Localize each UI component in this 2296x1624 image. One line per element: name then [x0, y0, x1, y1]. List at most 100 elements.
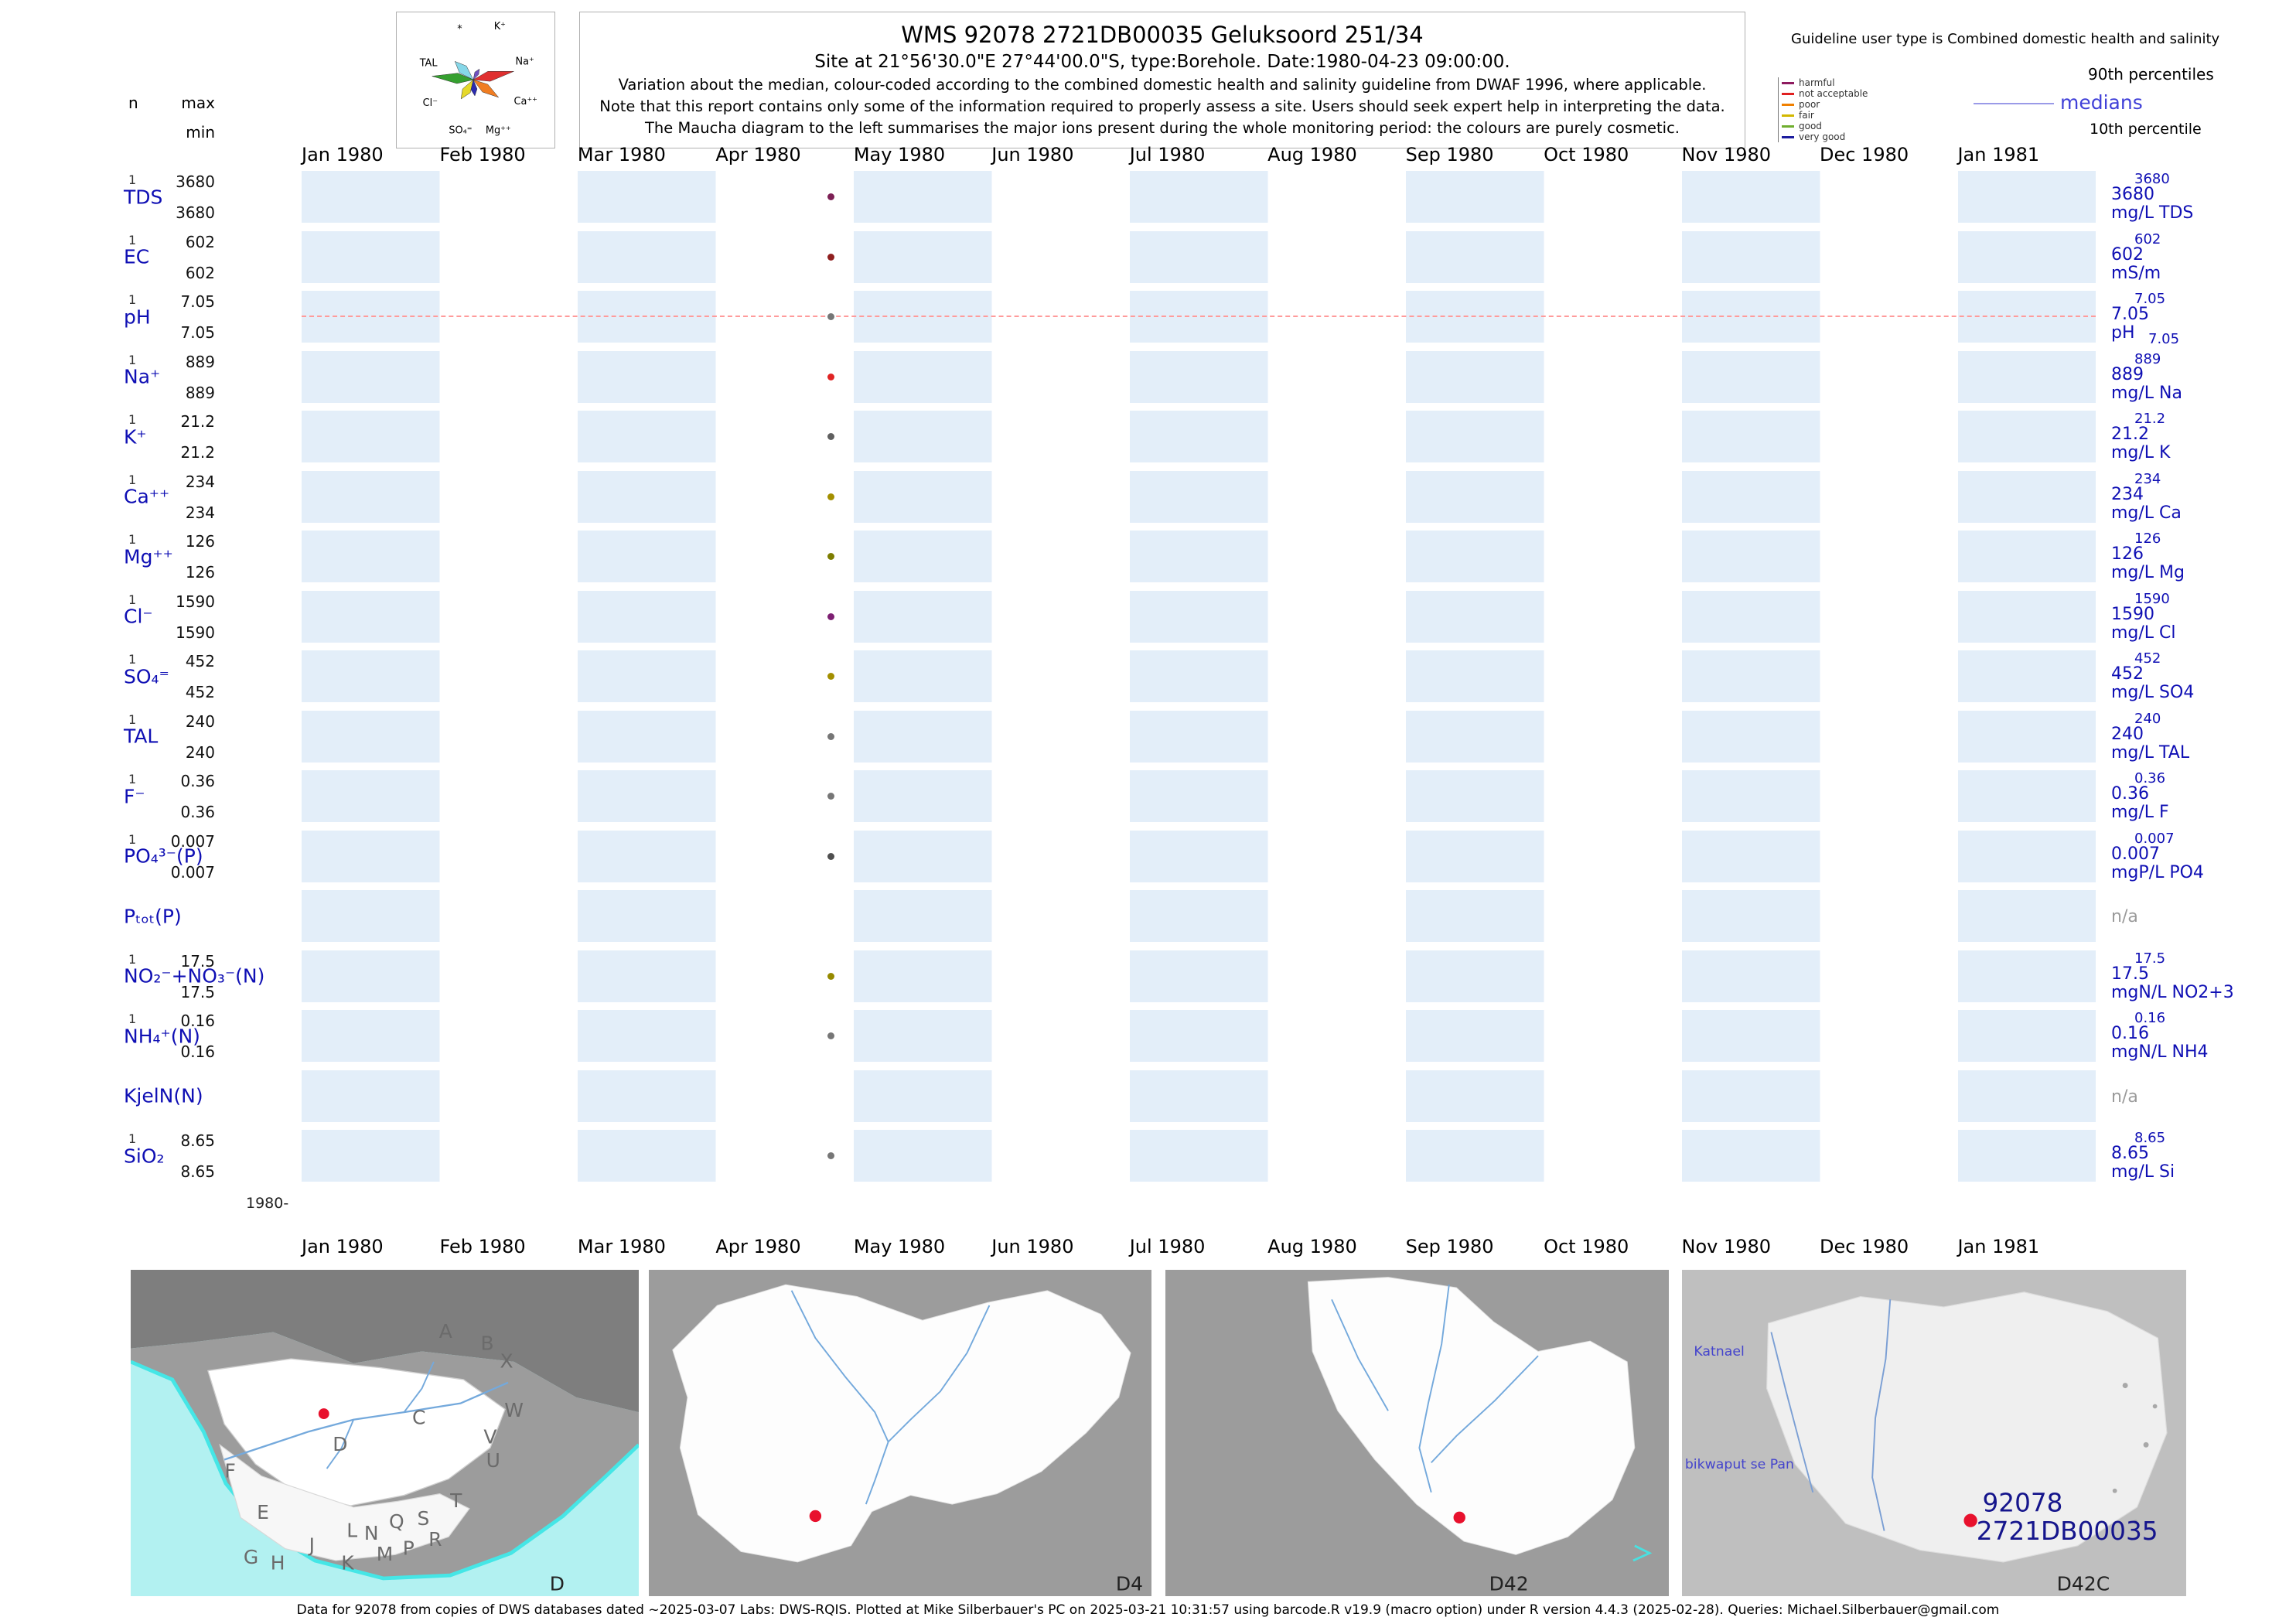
row-right-labels: 8.65 8.65 mg/L Si — [2108, 1130, 2278, 1182]
row-right-labels: 3680 3680 mg/L TDS — [2108, 171, 2278, 223]
p90-caption: 90th percentiles — [2088, 65, 2214, 84]
p90-value: 126 — [2134, 531, 2161, 547]
unit-label: mg/L TDS — [2111, 203, 2194, 223]
parameter-row: KjelN(N) n/a — [0, 1070, 2296, 1122]
parameter-row: 1 240 TAL 240 240 240 mg/L TAL — [0, 710, 2296, 763]
site-code-label: 92078 — [1983, 1489, 2063, 1518]
p90-value: 234 — [2134, 470, 2161, 487]
region-letter: T — [449, 1489, 462, 1512]
catchment-outline — [1307, 1277, 1636, 1555]
legend-item: fair — [1782, 110, 1868, 121]
month-label: Jan 1980 — [302, 144, 384, 165]
guideline-dashed-line — [302, 675, 2096, 677]
row-right-labels: 7.05 7.05 pH 7.05 — [2108, 291, 2278, 347]
speckle — [2152, 1404, 2158, 1409]
max-value: 234 — [185, 472, 215, 491]
legend-item: poor — [1782, 99, 1868, 110]
sample-dot — [827, 433, 834, 440]
panel-label: D — [550, 1572, 565, 1595]
maucha-diagram: * K⁺ TAL Na⁺ Cl⁻ Ca⁺⁺ SO₄⁼ Mg⁺⁺ — [396, 12, 555, 148]
legend-item: very good — [1782, 131, 1868, 142]
region-letter: F — [225, 1460, 236, 1482]
p10-caption: 10th percentile — [2090, 121, 2202, 138]
parameter-row: 1 7.05 pH 7.05 7.05 7.05 pH 7.05 — [0, 291, 2296, 347]
month-label: Nov 1980 — [1681, 144, 1772, 165]
legend-axis-line — [1778, 77, 1779, 142]
legend-title: Guideline user type is Combined domestic… — [1791, 31, 2220, 47]
p90-value: 8.65 — [2134, 1130, 2166, 1146]
legend-item-label: very good — [1799, 131, 1846, 142]
guideline-dashed-line — [302, 435, 2096, 437]
map-d4-svg: D4 — [649, 1270, 1151, 1596]
footer-provenance: Data for 92078 from copies of DWS databa… — [296, 1602, 2000, 1618]
median-value: 889 — [2111, 364, 2144, 384]
row-right-labels: 0.36 0.36 mg/L F — [2108, 770, 2278, 822]
guideline-dashed-line — [302, 496, 2096, 497]
region-letter: X — [500, 1350, 513, 1373]
parameter-name: Pₜₒₜ(P) — [124, 905, 182, 927]
parameter-name: F⁻ — [124, 785, 145, 807]
month-label: Jul 1980 — [1129, 1236, 1206, 1257]
neighbour-land — [131, 1270, 639, 1413]
max-value: 21.2 — [180, 412, 215, 431]
sample-count: 1 — [128, 772, 137, 786]
row-plot-area — [302, 770, 2096, 822]
parameter-name: Ca⁺⁺ — [124, 485, 170, 508]
region-letter: C — [412, 1407, 425, 1429]
parameter-row: 1 889 Na⁺ 889 889 889 mg/L Na — [0, 350, 2296, 403]
row-right-labels: 602 602 mS/m — [2108, 231, 2278, 283]
guideline-dashed-line — [302, 1155, 2096, 1156]
region-letter: U — [486, 1449, 500, 1472]
catchment-outline — [1766, 1291, 2168, 1563]
parameter-name: NH₄⁺(N) — [124, 1025, 200, 1047]
region-letter: B — [480, 1332, 493, 1355]
median-line-sample — [1974, 103, 2054, 104]
row-right-labels: 17.5 17.5 mgN/L NO2+3 — [2108, 950, 2278, 1002]
maucha-mg-wedge — [470, 79, 478, 97]
month-label: Dec 1980 — [1819, 1236, 1909, 1257]
month-label: Mar 1980 — [577, 1236, 666, 1257]
guideline-dashed-line — [302, 915, 2096, 916]
p10-value: 7.05 — [2148, 331, 2180, 347]
row-right-labels: 21.2 21.2 mg/L K — [2108, 411, 2278, 462]
parameter-name: K⁺ — [124, 425, 147, 448]
unit-label: mg/L Ca — [2111, 503, 2182, 523]
guideline-dashed-line — [302, 1035, 2096, 1036]
parameter-name: pH — [124, 305, 151, 328]
median-value: 0.36 — [2111, 784, 2149, 803]
max-value: 7.05 — [180, 292, 215, 311]
sample-dot — [827, 612, 834, 620]
sample-count: 1 — [128, 292, 137, 307]
unit-label: mg/L Mg — [2111, 563, 2185, 582]
month-label: Sep 1980 — [1405, 1236, 1494, 1257]
row-plot-area — [302, 890, 2096, 942]
parameter-row: 1 3680 TDS 3680 3680 3680 mg/L TDS — [0, 171, 2296, 223]
row-left-labels: 1 17.5 NO₂⁻+NO₃⁻(N) 17.5 — [124, 950, 264, 1002]
min-value: 0.007 — [170, 862, 215, 882]
row-right-labels: 1590 1590 mg/L Cl — [2108, 591, 2278, 643]
legend-color-swatch — [1782, 135, 1794, 138]
maucha-na-label: Na⁺ — [515, 56, 534, 67]
maucha-tal-wedge — [454, 60, 474, 80]
maucha-mg-label: Mg⁺⁺ — [486, 125, 511, 136]
region-letter: K — [341, 1551, 354, 1574]
min-value: 452 — [185, 683, 215, 701]
header-max: max — [181, 94, 215, 112]
month-label: Jun 1980 — [991, 1236, 1074, 1257]
guideline-dashed-line — [302, 616, 2096, 617]
sample-count: 1 — [128, 352, 137, 367]
parameter-name: TDS — [124, 186, 163, 208]
unit-label: mg/L K — [2111, 443, 2171, 462]
row-left-labels: 1 1590 Cl⁻ 1590 — [124, 591, 215, 643]
maucha-ca-label: Ca⁺⁺ — [514, 96, 537, 107]
parameter-row: 1 1590 Cl⁻ 1590 1590 1590 mg/L Cl — [0, 590, 2296, 643]
river — [1418, 1285, 1450, 1493]
row-left-labels: KjelN(N) — [124, 1070, 215, 1122]
parameter-row: 1 0.007 PO₄³⁻(P) 0.007 0.007 0.007 mgP/L… — [0, 830, 2296, 882]
river — [1331, 1298, 1389, 1411]
sample-dot — [827, 1032, 834, 1039]
p90-value: 1590 — [2134, 590, 2170, 607]
row-plot-area — [302, 590, 2096, 643]
sample-count: 1 — [128, 1012, 137, 1026]
